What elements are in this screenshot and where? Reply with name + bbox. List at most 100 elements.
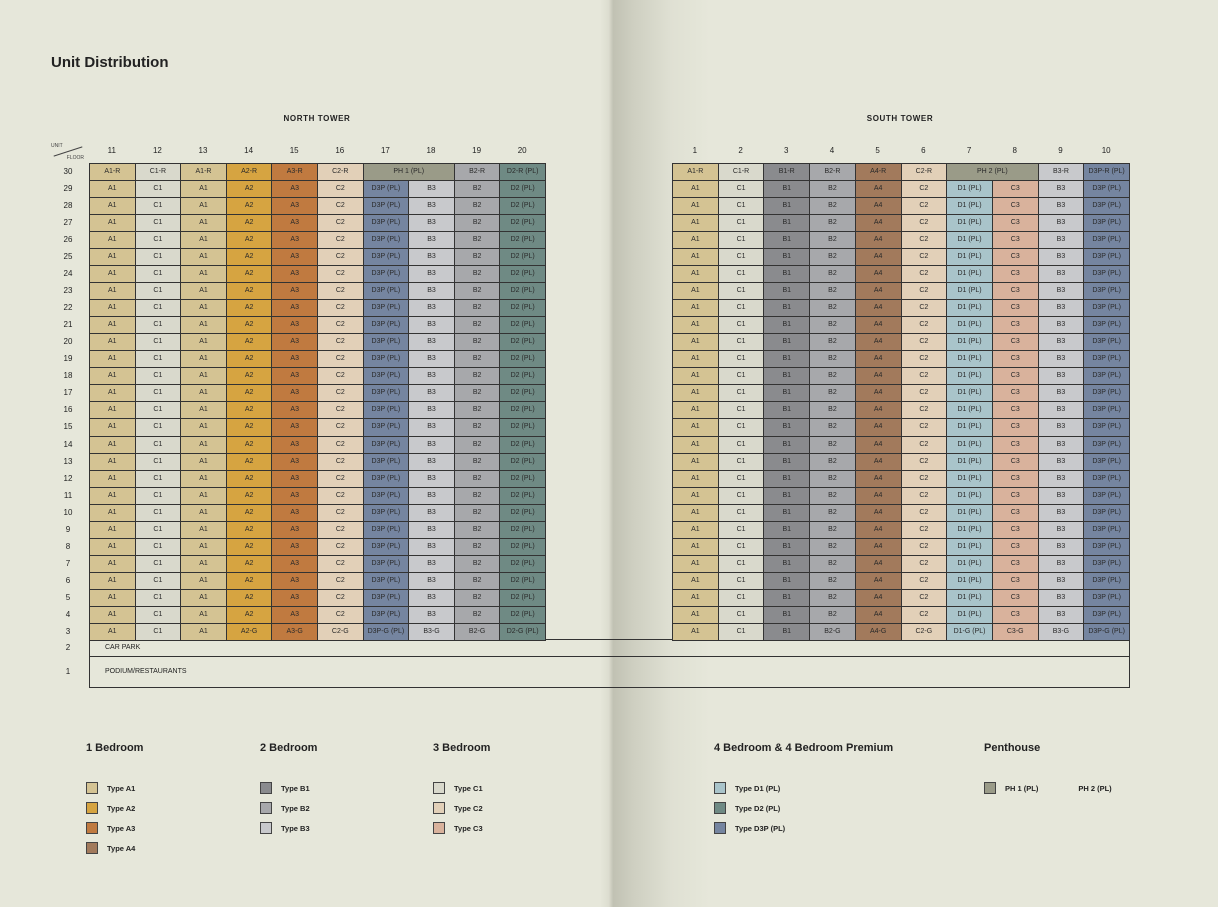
unit-cell: A1	[181, 572, 227, 590]
unit-cell: A1	[90, 351, 136, 369]
unit-cell: A4	[855, 521, 902, 539]
unit-cell: D3P (PL)	[363, 521, 410, 539]
unit-cell: A3	[272, 249, 318, 267]
unit-cell: B3	[1038, 215, 1085, 233]
unit-cell: B3	[1038, 419, 1085, 437]
unit-cell: C3	[992, 606, 1039, 624]
floor-number: 22	[63, 303, 73, 313]
unit-cell: D3P (PL)	[1084, 351, 1130, 369]
unit-cell: A2	[226, 606, 273, 624]
unit-number-header: 18	[426, 146, 436, 155]
unit-cell: D3P (PL)	[1084, 487, 1130, 505]
unit-cell: B2	[810, 198, 856, 216]
unit-number-header: 15	[289, 146, 299, 155]
unit-cell: B1	[764, 334, 811, 352]
unit-cell: C3	[992, 181, 1039, 199]
unit-cell: A2-G	[226, 623, 273, 641]
unit-cell: A1	[181, 317, 227, 335]
unit-cell: C3	[992, 249, 1039, 267]
unit-cell: C1	[135, 453, 182, 471]
unit-cell: A2	[226, 334, 273, 352]
unit-cell: B3	[1038, 334, 1085, 352]
unit-cell: A1	[673, 215, 719, 233]
legend-heading: 1 Bedroom	[86, 742, 144, 754]
unit-cell: D1 (PL)	[947, 283, 993, 301]
unit-cell: D1 (PL)	[947, 589, 993, 607]
unit-cell: C1	[135, 606, 182, 624]
unit-cell: C3	[992, 232, 1039, 250]
unit-cell: D2 (PL)	[500, 385, 546, 403]
unit-cell: B2	[810, 300, 856, 318]
unit-cell: D3P (PL)	[1084, 572, 1130, 590]
unit-number-header: 4	[829, 146, 835, 155]
unit-cell: B2	[454, 283, 501, 301]
unit-cell: D2 (PL)	[500, 232, 546, 250]
unit-floor-corner-label: UNIT FLOOR	[50, 143, 84, 161]
unit-cell: B2	[810, 572, 856, 590]
unit-cell: C2	[901, 300, 948, 318]
unit-cell: C1	[718, 453, 765, 471]
unit-cell: B3	[409, 402, 455, 420]
legend-item: Type D2 (PL)	[714, 798, 893, 818]
legend-label: Type C2	[454, 803, 483, 813]
unit-cell: B3	[1038, 249, 1085, 267]
unit-cell: D2 (PL)	[500, 215, 546, 233]
unit-cell: A1	[90, 385, 136, 403]
unit-cell: C1	[718, 232, 765, 250]
unit-cell: C2	[317, 606, 364, 624]
unit-cell: A1	[673, 572, 719, 590]
unit-cell: A1	[90, 317, 136, 335]
unit-cell: B1	[764, 351, 811, 369]
unit-cell: D3P (PL)	[1084, 283, 1130, 301]
unit-cell: D3P (PL)	[1084, 334, 1130, 352]
unit-cell: A1	[673, 317, 719, 335]
unit-cell: A3	[272, 334, 318, 352]
floor-number: 8	[65, 541, 71, 551]
unit-cell: B3	[409, 487, 455, 505]
unit-cell: C1	[718, 623, 765, 641]
unit-cell: B3	[409, 215, 455, 233]
unit-cell: B3	[1038, 487, 1085, 505]
unit-cell: B3	[409, 266, 455, 284]
unit-cell: C2	[901, 385, 948, 403]
legend-label: Type A1	[107, 783, 136, 793]
unit-cell: C1	[718, 436, 765, 454]
unit-cell: A4	[855, 555, 902, 573]
unit-cell: A3	[272, 283, 318, 301]
unit-cell: A1	[181, 351, 227, 369]
unit-cell: B3-G	[1038, 623, 1085, 641]
unit-cell: B2	[810, 521, 856, 539]
legend-group: 3 Bedroom Type C1 Type C2 Type C3	[433, 742, 490, 838]
unit-cell: D1 (PL)	[947, 453, 993, 471]
unit-cell: B3	[1038, 283, 1085, 301]
unit-cell: A4	[855, 351, 902, 369]
unit-cell: C2	[901, 266, 948, 284]
unit-cell: A4	[855, 232, 902, 250]
unit-cell: C2	[901, 283, 948, 301]
unit-cell: A1	[181, 606, 227, 624]
unit-cell: A3	[272, 232, 318, 250]
unit-cell: B2	[810, 334, 856, 352]
floor-number: 3	[65, 626, 71, 636]
unit-cell: C3	[992, 487, 1039, 505]
unit-cell: A1	[673, 198, 719, 216]
unit-cell: B2	[454, 181, 501, 199]
unit-cell: D1 (PL)	[947, 266, 993, 284]
unit-cell: C3	[992, 419, 1039, 437]
unit-cell: C1	[135, 368, 182, 386]
unit-cell: C2	[317, 589, 364, 607]
unit-cell: C2	[901, 453, 948, 471]
unit-cell: C1	[135, 470, 182, 488]
unit-cell: C3	[992, 317, 1039, 335]
unit-cell: B1	[764, 215, 811, 233]
unit-cell: A3	[272, 317, 318, 335]
unit-cell: C2	[901, 521, 948, 539]
legend-group: 2 Bedroom Type B1 Type B2 Type B3	[260, 742, 317, 838]
unit-cell: A1	[673, 453, 719, 471]
legend-swatch	[714, 822, 726, 834]
unit-cell: A1	[90, 300, 136, 318]
unit-cell: C2	[317, 181, 364, 199]
floor-number: 30	[63, 167, 73, 176]
unit-cell: A4-R	[855, 164, 902, 182]
unit-cell: C3	[992, 334, 1039, 352]
